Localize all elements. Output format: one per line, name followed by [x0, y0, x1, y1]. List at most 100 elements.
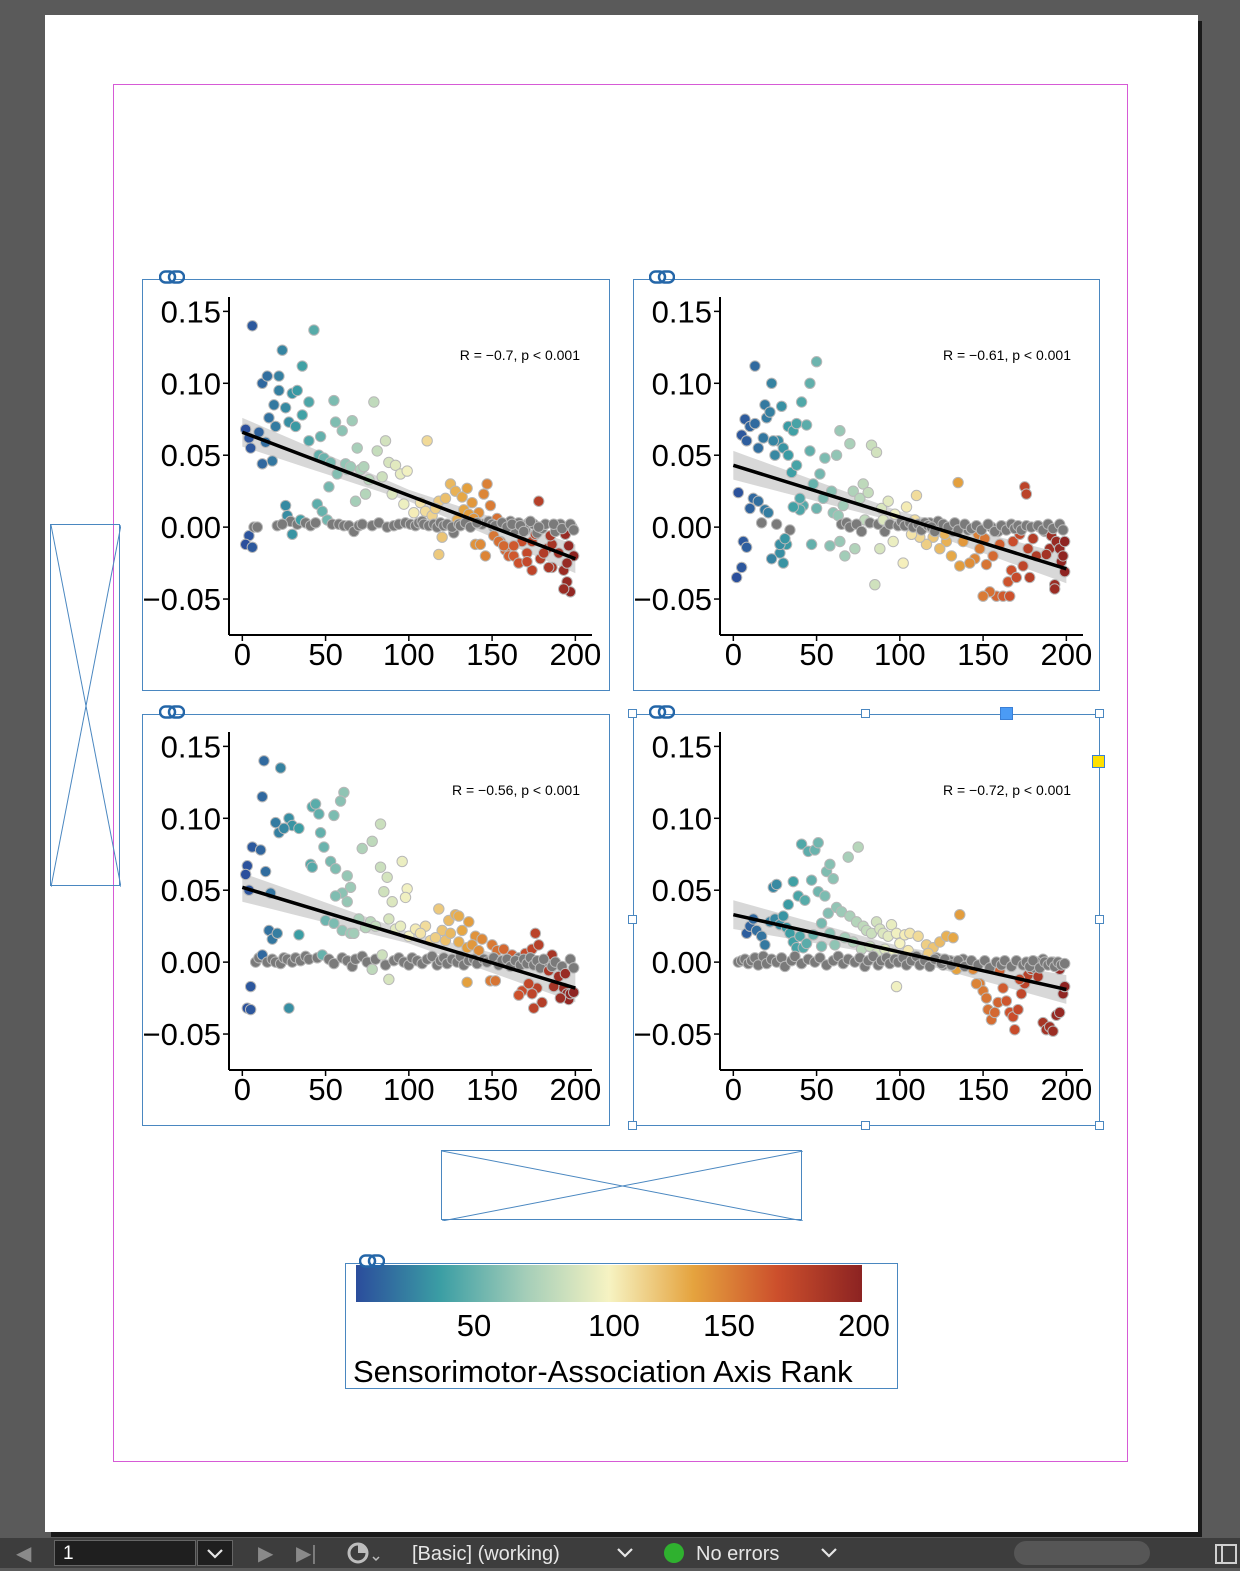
data-point — [1058, 957, 1071, 970]
chevron-down-icon[interactable] — [818, 1544, 840, 1562]
link-icon[interactable] — [159, 270, 185, 284]
data-point — [847, 485, 859, 497]
data-point — [366, 963, 378, 976]
x-tick-label: 50 — [799, 637, 833, 672]
graphic-frame-plot-1[interactable] — [142, 279, 610, 691]
y-tick-label: −0.05 — [143, 582, 221, 617]
data-point — [790, 417, 803, 430]
data-point — [433, 903, 445, 915]
data-point — [313, 808, 325, 820]
empty-graphic-frame-center[interactable] — [441, 1150, 803, 1221]
data-point — [762, 507, 774, 519]
data-point — [749, 360, 761, 372]
split-window-icon[interactable] — [1214, 1543, 1238, 1565]
selection-handle-middle-left[interactable] — [628, 915, 637, 924]
data-point — [1004, 590, 1016, 602]
correlation-annotation: R = −0.7, p < 0.001 — [460, 347, 580, 363]
data-point — [478, 488, 490, 500]
data-point — [261, 370, 273, 382]
data-point — [463, 916, 475, 928]
selection-handle-top-center[interactable] — [861, 709, 870, 718]
content-grabber-handle[interactable] — [1000, 707, 1013, 720]
data-point — [810, 502, 823, 515]
data-point — [291, 384, 303, 397]
x-tick-label: 150 — [466, 637, 518, 672]
data-point — [1057, 524, 1069, 536]
data-point — [538, 953, 550, 965]
data-point — [800, 419, 813, 431]
page-number-field[interactable]: 1 — [54, 1540, 196, 1566]
graphic-frame-plot-2[interactable] — [633, 279, 1100, 691]
data-point — [910, 489, 923, 502]
data-point — [804, 377, 816, 389]
data-point — [770, 518, 783, 530]
data-point — [251, 521, 264, 533]
data-point — [980, 992, 993, 1004]
next-page-icon[interactable]: ▶ — [258, 1543, 274, 1565]
data-point — [329, 416, 342, 428]
data-point — [870, 446, 883, 459]
page-number-dropdown[interactable] — [197, 1540, 233, 1566]
last-page-icon[interactable]: ▶| — [296, 1543, 317, 1565]
link-icon[interactable] — [649, 705, 675, 719]
data-point — [518, 525, 530, 538]
selection-handle-bottom-left[interactable] — [628, 1121, 637, 1130]
data-point — [777, 910, 789, 922]
data-point — [309, 798, 322, 810]
data-point — [819, 890, 831, 902]
data-point — [533, 495, 545, 507]
link-icon[interactable] — [359, 1254, 385, 1268]
colorbar-gradient — [356, 1265, 862, 1302]
data-point — [334, 795, 347, 807]
data-point — [259, 865, 272, 878]
first-page-icon[interactable]: ◀ — [16, 1543, 32, 1565]
data-point — [1010, 571, 1023, 584]
data-point — [567, 524, 580, 536]
selection-handle-bottom-center[interactable] — [861, 1121, 870, 1130]
data-point — [433, 548, 445, 561]
graphic-frame-plot-3[interactable] — [142, 714, 610, 1126]
x-tick-label: 0 — [725, 1072, 742, 1107]
data-point — [752, 442, 764, 454]
chevron-down-icon[interactable] — [614, 1544, 636, 1562]
data-point — [977, 590, 989, 602]
data-point — [351, 442, 363, 454]
y-tick-label: −0.05 — [634, 582, 712, 617]
data-point — [308, 324, 320, 336]
data-point — [777, 557, 789, 569]
selection-handle-top-right[interactable] — [1095, 709, 1104, 718]
correlation-annotation: R = −0.61, p < 0.001 — [943, 347, 1071, 363]
data-point — [399, 891, 412, 904]
data-point — [1024, 571, 1036, 584]
data-point — [1027, 532, 1039, 545]
link-icon[interactable] — [649, 270, 675, 284]
data-point — [779, 532, 791, 545]
data-point — [557, 583, 570, 595]
preflight-status[interactable]: No errors — [696, 1543, 780, 1565]
data-point — [293, 929, 305, 941]
y-tick-label: 0.15 — [161, 729, 221, 764]
data-point — [256, 791, 269, 803]
preflight-profile[interactable]: [Basic] (working) — [412, 1543, 560, 1565]
data-point — [266, 455, 278, 467]
selection-handle-middle-right[interactable] — [1095, 915, 1104, 924]
data-point — [954, 908, 966, 921]
data-point — [789, 950, 801, 963]
data-point — [810, 356, 823, 368]
data-point — [396, 855, 408, 868]
data-point — [894, 937, 906, 950]
corner-option-handle[interactable] — [1092, 755, 1105, 768]
data-point — [829, 939, 841, 951]
horizontal-scrollbar[interactable] — [1014, 1541, 1150, 1565]
data-point — [461, 482, 473, 494]
data-point — [855, 525, 868, 538]
link-icon[interactable] — [159, 705, 185, 719]
data-point — [920, 538, 933, 551]
selection-handle-top-left[interactable] — [628, 709, 637, 718]
preflight-history-icon[interactable] — [346, 1541, 382, 1565]
data-point — [401, 465, 413, 477]
graphic-frame-colorbar[interactable]: 50 100 150 200 Sensorimotor-Association … — [345, 1263, 898, 1389]
y-tick-label: 0.00 — [161, 945, 221, 980]
empty-graphic-frame-left[interactable] — [50, 524, 121, 887]
selection-handle-bottom-right[interactable] — [1095, 1121, 1104, 1130]
